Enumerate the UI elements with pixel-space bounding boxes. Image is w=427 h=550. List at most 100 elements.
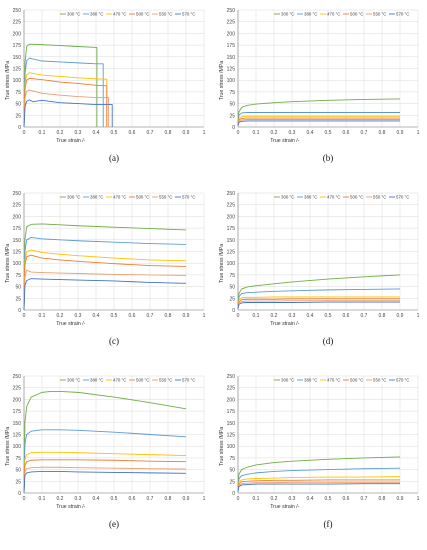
x-tick-label: 0.3 [75,130,82,136]
legend-entry: 500 °C [136,195,149,200]
y-tick-label: 50 [229,285,235,291]
x-tick-label: 1 [417,130,420,136]
x-tick-label: 0.1 [253,130,260,136]
legend-entry: 470 °C [327,12,340,17]
y-tick-label: 225 [227,20,236,26]
x-tick-label: 0.8 [165,130,172,136]
y-tick-label: 200 [227,214,236,220]
series-line-3 [23,249,187,311]
y-tick-label: 175 [13,43,22,49]
series-line-2 [23,429,187,494]
x-tick-label: 0.6 [343,313,350,319]
x-tick-label: 0 [23,496,26,502]
x-tick-label: 0.2 [271,313,278,319]
x-tick-label: 0.8 [379,313,386,319]
x-axis-label: True strain /- [270,504,299,510]
y-tick-label: 75 [229,273,235,279]
legend-entry: 570 °C [182,378,195,383]
y-tick-label: 125 [227,67,236,73]
series-line-5 [23,89,110,128]
x-axis-label: True strain /- [56,138,85,144]
y-tick-label: 225 [13,20,22,26]
series-line-2 [23,237,187,311]
legend-entry: 380 °C [90,12,103,17]
x-tick-label: 0.6 [343,130,350,136]
series-line-5 [237,300,400,309]
legend-entry: 380 °C [90,378,103,383]
x-tick-label: 0.9 [397,496,404,502]
series-line-1 [23,390,187,494]
x-tick-label: 0.5 [111,130,118,136]
y-tick-label: 125 [227,250,236,256]
panel-caption: (b) [322,153,334,163]
x-tick-label: 1 [203,130,206,136]
x-tick-label: 0.7 [361,496,368,502]
y-tick-label: 175 [227,409,236,415]
y-tick-label: 75 [15,456,21,462]
panel-caption: (f) [323,519,333,529]
x-tick-label: 0.9 [183,313,190,319]
x-tick-label: 0.6 [343,496,350,502]
legend-entry: 300 °C [67,12,80,17]
chart-panel-4: 0 25 50 75 100 125 150 175 200 225 250 0 0.1 0.2 0.3 0.… [214,183,427,366]
series-line-4 [23,254,187,311]
x-tick-label: 0 [23,130,26,136]
x-tick-label: 1 [203,313,206,319]
x-tick-label: 0.8 [379,130,386,136]
y-tick-label: 50 [229,468,235,474]
x-tick-label: 0.5 [111,496,118,502]
x-tick-label: 0.3 [289,313,296,319]
y-tick-label: 225 [13,203,22,209]
y-tick-label: 0 [18,308,21,314]
y-tick-label: 150 [227,421,236,427]
chart-panel-2: 0 25 50 75 100 125 150 175 200 225 250 0 0.1 0.2 0.3 0.… [214,0,427,183]
y-axis-label: True stress /MPa [219,244,225,283]
legend-entry: 550 °C [159,378,172,383]
x-tick-label: 0.5 [325,313,332,319]
legend-entry: 500 °C [350,12,363,17]
panel-caption: (e) [109,519,119,529]
y-tick-label: 250 [13,191,22,197]
series-line-3 [23,451,187,494]
y-tick-label: 0 [232,491,235,497]
series-line-2 [237,467,401,490]
y-axis-label: True stress /MPa [219,427,225,466]
x-tick-label: 0.3 [75,496,82,502]
legend-entry: 380 °C [304,378,317,383]
y-tick-label: 250 [227,374,236,380]
y-tick-label: 75 [229,456,235,462]
x-tick-label: 0.7 [361,313,368,319]
y-tick-label: 100 [227,78,236,84]
series-line-6 [237,483,400,492]
x-tick-label: 0.3 [289,496,296,502]
y-axis-label: True stress /MPa [5,244,11,283]
series-line-2 [23,57,104,128]
y-tick-label: 250 [227,8,236,14]
chart-panel-5: 0 25 50 75 100 125 150 175 200 225 250 0 0.1 0.2 0.3 0.… [0,366,213,549]
y-tick-label: 100 [227,444,236,450]
x-tick-label: 0.3 [289,130,296,136]
y-tick-label: 150 [13,421,22,427]
series-line-1 [237,98,401,125]
y-tick-label: 250 [13,374,22,380]
legend-entry: 570 °C [396,378,409,383]
x-tick-label: 0.8 [165,496,172,502]
legend-entry: 300 °C [67,378,80,383]
series-line-3 [23,72,108,128]
panel-caption: (c) [109,336,119,346]
legend-entry: 500 °C [350,195,363,200]
chart-svg: 0 25 50 75 100 125 150 175 200 225 250 0 0.1 0.2 0.3 0.… [219,191,420,327]
legend-entry: 300 °C [67,195,80,200]
legend-entry: 470 °C [327,378,340,383]
legend-entry: 570 °C [182,12,195,17]
series-line-6 [237,120,400,126]
x-tick-label: 1 [203,496,206,502]
legend-entry: 570 °C [396,12,409,17]
x-tick-label: 0.1 [253,313,260,319]
y-tick-label: 0 [232,308,235,314]
y-tick-label: 150 [227,55,236,61]
y-tick-label: 50 [15,285,21,291]
y-tick-label: 100 [13,444,22,450]
x-tick-label: 0.8 [379,496,386,502]
